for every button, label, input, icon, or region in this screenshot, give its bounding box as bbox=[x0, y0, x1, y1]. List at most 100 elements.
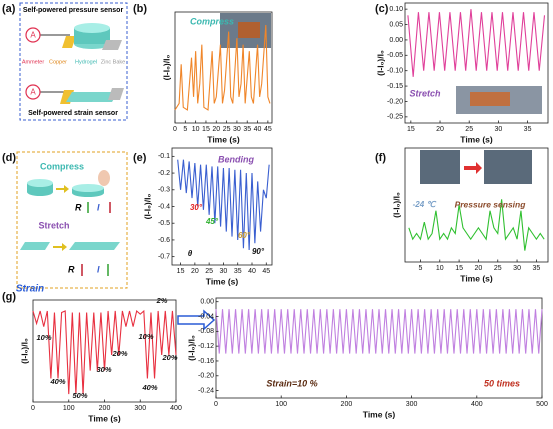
annotation: 2% bbox=[156, 296, 168, 305]
arrow bbox=[56, 185, 69, 193]
x-tick-label: 15 bbox=[407, 126, 415, 133]
data-line bbox=[32, 309, 177, 395]
annotation: 45° bbox=[205, 217, 219, 226]
y-axis-label: (I-I₀)/I₀ bbox=[19, 338, 29, 364]
annotation: 50% bbox=[72, 391, 87, 400]
panel-label: (e) bbox=[133, 152, 147, 164]
annotation: 50 times bbox=[484, 378, 520, 388]
diagram-d: Compress R I Stretch R I bbox=[16, 151, 128, 289]
x-tick-label: 25 bbox=[465, 126, 473, 133]
x-tick-label: 30 bbox=[513, 265, 521, 272]
x-tick-label: 400 bbox=[471, 401, 483, 408]
x-tick-label: 45 bbox=[264, 126, 272, 133]
sheet bbox=[20, 242, 50, 250]
x-tick-label: 15 bbox=[202, 126, 210, 133]
x-tick-label: 400 bbox=[170, 405, 182, 412]
y-tick-label: -0.10 bbox=[387, 68, 403, 75]
y-axis-label: (I-I₀)/I₀ bbox=[186, 335, 196, 361]
x-tick-label: 300 bbox=[134, 405, 146, 412]
label: Copper bbox=[49, 59, 67, 65]
y-tick-label: -0.3 bbox=[158, 187, 170, 194]
data-line bbox=[407, 9, 546, 77]
y-tick-label: -0.4 bbox=[158, 203, 170, 210]
x-tick-label: 20 bbox=[436, 126, 444, 133]
x-tick-label: 0 bbox=[31, 405, 35, 412]
hydrogel bbox=[66, 92, 118, 102]
title: Self-powered pressure sensor bbox=[23, 7, 124, 14]
x-tick-label: 30 bbox=[494, 126, 502, 133]
x-tick-label: 5 bbox=[183, 126, 187, 133]
y-tick-label: 0.00 bbox=[200, 299, 214, 306]
data-line bbox=[408, 199, 545, 251]
zinc bbox=[102, 40, 122, 50]
panel-label: (c) bbox=[375, 3, 389, 15]
arrow bbox=[464, 162, 482, 174]
y-axis-label: (I-I₀)/I₀ bbox=[391, 192, 401, 218]
data-line bbox=[177, 159, 270, 250]
hydrogel bbox=[74, 23, 110, 33]
x-tick-label: 15 bbox=[177, 268, 185, 275]
x-tick-label: 10 bbox=[436, 265, 444, 272]
y-tick-label: -0.25 bbox=[387, 114, 403, 121]
annotation: θ bbox=[188, 249, 193, 258]
x-axis-label: Time (s) bbox=[206, 276, 239, 286]
arrow bbox=[53, 243, 67, 251]
y-tick-label: 0.05 bbox=[389, 21, 403, 28]
annotation: 90° bbox=[252, 247, 265, 256]
y-tick-label: -0.12 bbox=[198, 343, 214, 350]
panel-label: (d) bbox=[2, 152, 16, 164]
inset-photo bbox=[470, 92, 510, 106]
annotation: 10% bbox=[36, 333, 51, 342]
y-axis-label: (I-I₀)/I₀ bbox=[161, 55, 171, 81]
annotation: Bending bbox=[218, 154, 254, 164]
y-tick-label: -0.24 bbox=[198, 387, 214, 394]
y-tick-label: -0.5 bbox=[158, 220, 170, 227]
panel-label: (a) bbox=[2, 3, 16, 15]
x-tick-label: 20 bbox=[475, 265, 483, 272]
y-tick-label: -0.1 bbox=[158, 153, 170, 160]
y-tick-label: -0.6 bbox=[158, 237, 170, 244]
ammeter bbox=[25, 84, 41, 100]
label: Hydrogel bbox=[75, 59, 97, 65]
y-axis-label: (I-I₀)/I₀ bbox=[142, 194, 152, 220]
annotation: 60° bbox=[238, 231, 251, 240]
label: I bbox=[97, 202, 100, 212]
x-tick-label: 5 bbox=[419, 265, 423, 272]
inset-photo bbox=[484, 150, 532, 184]
x-axis-label: Time (s) bbox=[460, 273, 493, 283]
label: Ammeter bbox=[22, 59, 44, 65]
y-tick-label: -0.20 bbox=[198, 373, 214, 380]
label: I bbox=[97, 264, 100, 274]
x-tick-label: 15 bbox=[455, 265, 463, 272]
data-line bbox=[215, 309, 543, 354]
annotation: Pressure sensing bbox=[455, 199, 527, 209]
annotation: 40% bbox=[141, 383, 157, 392]
panel-label: (f) bbox=[375, 152, 386, 164]
x-tick-label: 100 bbox=[63, 405, 75, 412]
diagram-a: Self-powered pressure sensor A Ammeter C… bbox=[19, 2, 128, 121]
x-tick-label: 20 bbox=[212, 126, 220, 133]
y-tick-label: -0.7 bbox=[158, 253, 170, 260]
cylinder bbox=[72, 184, 104, 192]
cylinder bbox=[27, 183, 53, 192]
y-tick-label: 0.00 bbox=[389, 37, 403, 44]
x-tick-label: 25 bbox=[205, 268, 213, 275]
label: Compress bbox=[40, 161, 84, 171]
x-tick-label: 10 bbox=[192, 126, 200, 133]
ammeter-symbol: A bbox=[30, 88, 36, 97]
x-tick-label: 30 bbox=[233, 126, 241, 133]
x-tick-label: 20 bbox=[191, 268, 199, 275]
x-tick-label: 0 bbox=[173, 126, 177, 133]
x-axis-label: Time (s) bbox=[88, 413, 121, 423]
panel-label: (b) bbox=[133, 3, 147, 15]
plot-frame bbox=[404, 147, 549, 263]
annotation: Compress bbox=[190, 16, 234, 26]
y-tick-label: 0.10 bbox=[389, 6, 403, 13]
y-tick-label: -0.20 bbox=[387, 98, 403, 105]
annotation: Stretch bbox=[409, 88, 441, 98]
title: Self-powered strain sensor bbox=[28, 110, 118, 117]
annotation: 20% bbox=[111, 349, 127, 358]
label: R bbox=[68, 264, 75, 274]
cylinder bbox=[27, 179, 53, 187]
